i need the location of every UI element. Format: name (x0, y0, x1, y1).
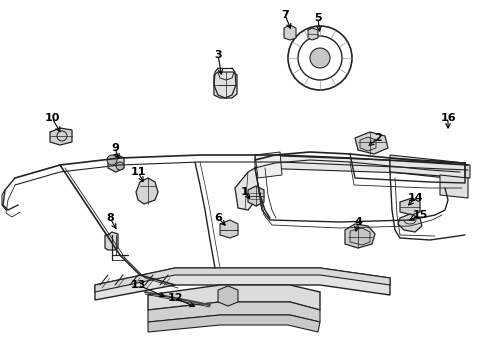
Polygon shape (220, 220, 238, 238)
Text: 14: 14 (407, 193, 423, 203)
Polygon shape (255, 152, 282, 178)
Polygon shape (148, 302, 320, 322)
Polygon shape (400, 198, 420, 215)
Polygon shape (235, 168, 260, 210)
Text: 7: 7 (281, 10, 289, 20)
Polygon shape (398, 214, 422, 232)
Polygon shape (148, 315, 320, 332)
Text: 4: 4 (354, 217, 362, 227)
Polygon shape (255, 155, 465, 175)
Text: 10: 10 (44, 113, 60, 123)
Polygon shape (430, 160, 470, 178)
Polygon shape (355, 132, 388, 154)
Polygon shape (95, 268, 390, 292)
Polygon shape (248, 186, 264, 206)
Polygon shape (148, 285, 320, 310)
Text: 16: 16 (440, 113, 456, 123)
Text: 8: 8 (106, 213, 114, 223)
Polygon shape (50, 128, 72, 145)
Text: 12: 12 (167, 293, 183, 303)
Polygon shape (390, 158, 465, 178)
Circle shape (310, 48, 330, 68)
Text: 2: 2 (374, 133, 382, 143)
Text: 9: 9 (111, 143, 119, 153)
Polygon shape (108, 154, 124, 172)
Circle shape (107, 155, 117, 165)
Polygon shape (136, 178, 158, 204)
Polygon shape (218, 286, 238, 306)
Circle shape (116, 162, 124, 170)
Polygon shape (214, 72, 237, 98)
Polygon shape (284, 25, 296, 40)
Polygon shape (345, 224, 375, 248)
Polygon shape (390, 155, 465, 180)
Polygon shape (440, 175, 468, 198)
Text: 1: 1 (241, 187, 249, 197)
Text: 3: 3 (214, 50, 222, 60)
Text: 13: 13 (130, 280, 146, 290)
Text: 5: 5 (314, 13, 322, 23)
Text: 6: 6 (214, 213, 222, 223)
Polygon shape (360, 137, 376, 151)
Polygon shape (308, 28, 318, 40)
Polygon shape (350, 228, 370, 245)
Polygon shape (105, 232, 118, 250)
Polygon shape (95, 268, 390, 300)
Text: 11: 11 (130, 167, 146, 177)
Text: 15: 15 (412, 210, 428, 220)
